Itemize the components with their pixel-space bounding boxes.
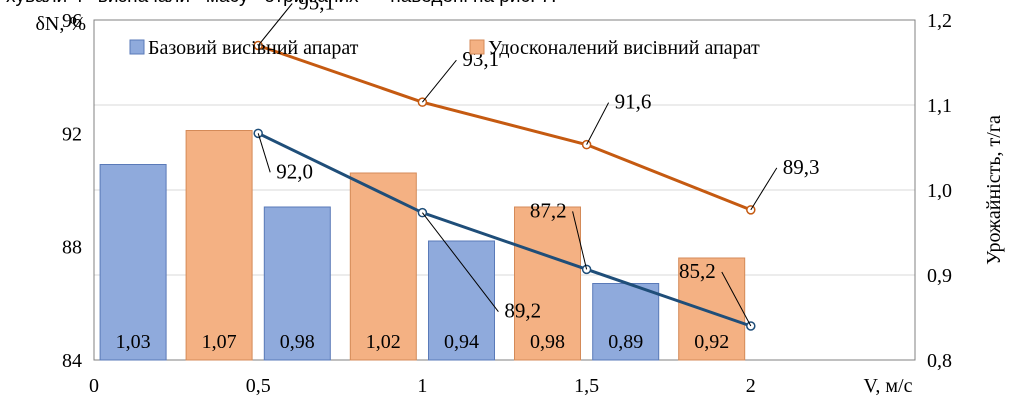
y-right-tick-label: 1,2 <box>927 10 952 32</box>
y-left-axis-title: δN, % <box>35 13 86 35</box>
bar-value-label: 0,89 <box>608 331 643 353</box>
y-left-tick-label: 96 <box>62 10 82 32</box>
line-value-label: 91,6 <box>615 90 652 114</box>
bar-value-label: 0,98 <box>530 331 565 353</box>
callout-leader <box>721 271 752 327</box>
bar-value-label: 0,98 <box>280 331 315 353</box>
line-value-label: 89,3 <box>783 155 820 179</box>
y-right-tick-label: 1,0 <box>927 180 952 202</box>
callout-leader <box>750 167 778 211</box>
bar-value-label: 1,07 <box>202 331 237 353</box>
callout-leader <box>422 59 457 103</box>
legend-label: Удосконалений висівний апарат <box>488 37 760 59</box>
y-left-tick-label: 92 <box>62 123 82 145</box>
bar <box>678 257 746 361</box>
callout-leader <box>572 211 588 270</box>
y-left-tick-label: 84 <box>62 350 82 372</box>
plot-frame <box>93 19 916 361</box>
x-tick-label: 0,5 <box>246 375 271 397</box>
x-tick-label: 1 <box>417 375 427 397</box>
bar <box>185 130 253 361</box>
callout-leader <box>257 3 293 46</box>
bar-value-label: 0,92 <box>694 331 729 353</box>
line-value-label: 89,2 <box>504 299 541 323</box>
line-value-label: 95,1 <box>298 0 335 15</box>
y-right-tick-label: 1,1 <box>927 95 952 117</box>
callout-leader <box>422 212 499 312</box>
bar-value-label: 0,94 <box>444 331 479 353</box>
bar-value-label: 1,03 <box>116 331 151 353</box>
bar-value-label: 1,02 <box>366 331 401 353</box>
y-right-tick-label: 0,8 <box>927 350 952 372</box>
line-value-label: 92,0 <box>276 159 313 183</box>
legend-swatch <box>129 39 145 55</box>
x-tick-label: 1,5 <box>574 375 599 397</box>
bar <box>263 206 331 361</box>
y-right-tick-label: 0,9 <box>927 265 952 287</box>
x-axis-title: V, м/с <box>864 375 913 397</box>
bar <box>428 240 495 361</box>
x-tick-label: 0 <box>89 375 99 397</box>
callout-leader <box>257 133 271 173</box>
x-tick-label: 2 <box>746 375 756 397</box>
legend-label: Базовий висівний апарат <box>148 37 359 59</box>
bar <box>99 164 167 361</box>
y-left-tick-label: 88 <box>62 237 82 259</box>
line-value-label: 87,2 <box>530 198 567 222</box>
line-value-label: 85,2 <box>679 259 716 283</box>
y-right-axis-title: Урожайність, т/га <box>983 115 1005 265</box>
callout-leader <box>586 102 610 145</box>
legend-swatch <box>469 39 485 55</box>
bar <box>514 206 581 361</box>
series-line <box>257 131 752 328</box>
series-line <box>257 44 752 212</box>
page-caption-fragment: хували і визначали масу отриманих наведе… <box>6 0 556 8</box>
